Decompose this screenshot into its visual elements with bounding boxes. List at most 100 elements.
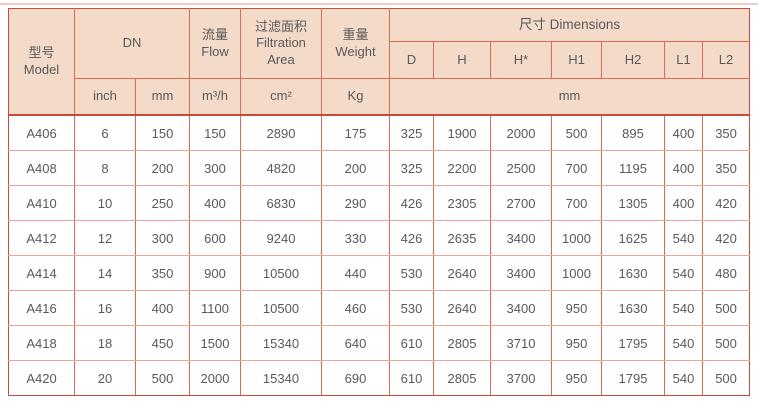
value-cell: 4820 <box>240 150 322 186</box>
value-cell: 2805 <box>433 325 491 361</box>
table-row: A420 20 500 2000 15340 690 610 2805 3700 950 1795 5… <box>8 360 751 396</box>
value-cell: 250 <box>135 185 190 221</box>
value-cell: 460 <box>321 290 390 326</box>
top-divider-line <box>0 3 758 5</box>
value-cell: 6 <box>74 114 136 151</box>
value-cell: 640 <box>321 325 390 361</box>
value-cell: 150 <box>135 114 190 151</box>
value-cell: 1630 <box>601 290 665 326</box>
value-cell: 500 <box>701 360 751 396</box>
value-cell: 900 <box>189 255 241 291</box>
value-cell: 400 <box>664 185 703 221</box>
value-cell: 950 <box>551 325 602 361</box>
value-cell: 610 <box>389 325 434 361</box>
value-cell: 400 <box>189 185 241 221</box>
value-cell: 400 <box>664 150 703 186</box>
value-cell: 530 <box>389 290 434 326</box>
header-weight-en: Weight <box>335 43 376 59</box>
value-cell: 200 <box>321 150 390 186</box>
value-cell: 450 <box>135 325 190 361</box>
value-cell: 440 <box>321 255 390 291</box>
header-dim-l1: L1 <box>664 41 703 79</box>
value-cell: 6830 <box>240 185 322 221</box>
value-cell: 3700 <box>490 360 552 396</box>
header-dim-hstar: H* <box>490 41 552 79</box>
value-cell: 2000 <box>189 360 241 396</box>
value-cell: 350 <box>135 255 190 291</box>
value-cell: 10500 <box>240 255 322 291</box>
value-cell: 690 <box>321 360 390 396</box>
value-cell: 700 <box>551 150 602 186</box>
value-cell: 500 <box>701 325 751 361</box>
value-cell: 1195 <box>601 150 665 186</box>
value-cell: 420 <box>701 220 751 256</box>
table-row: A418 18 450 1500 15340 640 610 2805 3710 950 1795 5… <box>8 325 751 361</box>
value-cell: 2635 <box>433 220 491 256</box>
value-cell: 1000 <box>551 220 602 256</box>
value-cell: 1625 <box>601 220 665 256</box>
value-cell: 20 <box>74 360 136 396</box>
value-cell: 1500 <box>189 325 241 361</box>
model-cell: A416 <box>8 290 75 326</box>
header-dim-h2: H2 <box>601 41 665 79</box>
value-cell: 540 <box>664 360 703 396</box>
value-cell: 600 <box>189 220 241 256</box>
header-dimensions: 尺寸 Dimensions <box>388 8 751 42</box>
unit-filtration: cm² <box>240 78 322 116</box>
value-cell: 2000 <box>490 114 552 151</box>
value-cell: 700 <box>551 185 602 221</box>
header-dim-d: D <box>389 41 434 79</box>
header-flow: 流量 Flow <box>189 8 241 79</box>
spec-table: 型号 Model DN 流量 Flow 过滤面积 Filtration Area… <box>8 8 751 396</box>
model-cell: A412 <box>8 220 75 256</box>
value-cell: 3400 <box>490 290 552 326</box>
value-cell: 530 <box>389 255 434 291</box>
value-cell: 2200 <box>433 150 491 186</box>
table-row: A414 14 350 900 10500 440 530 2640 3400 1000 1630 5… <box>8 255 751 291</box>
value-cell: 500 <box>135 360 190 396</box>
value-cell: 10500 <box>240 290 322 326</box>
unit-flow: m³/h <box>189 78 241 116</box>
value-cell: 1900 <box>433 114 491 151</box>
unit-inch: inch <box>74 78 136 116</box>
value-cell: 1305 <box>601 185 665 221</box>
value-cell: 540 <box>664 255 703 291</box>
value-cell: 2640 <box>433 290 491 326</box>
value-cell: 300 <box>189 150 241 186</box>
value-cell: 290 <box>321 185 390 221</box>
table-header: 型号 Model DN 流量 Flow 过滤面积 Filtration Area… <box>8 8 751 116</box>
header-filtration-zh: 过滤面积 <box>254 19 307 35</box>
value-cell: 200 <box>135 150 190 186</box>
model-cell: A406 <box>8 114 75 151</box>
model-cell: A420 <box>8 360 75 396</box>
value-cell: 325 <box>389 150 434 186</box>
value-cell: 895 <box>601 114 665 151</box>
table-row: A410 10 250 400 6830 290 426 2305 2700 700 1305 400… <box>8 185 751 221</box>
table-row: A408 8 200 300 4820 200 325 2200 2500 700 1195 400 3… <box>8 150 751 186</box>
value-cell: 1795 <box>601 325 665 361</box>
value-cell: 10 <box>74 185 136 221</box>
value-cell: 150 <box>189 114 241 151</box>
value-cell: 2805 <box>433 360 491 396</box>
model-cell: A418 <box>8 325 75 361</box>
value-cell: 1795 <box>601 360 665 396</box>
value-cell: 12 <box>74 220 136 256</box>
value-cell: 350 <box>701 150 751 186</box>
table-row: A416 16 400 1100 10500 460 530 2640 3400 950 1630 5… <box>8 290 751 326</box>
model-cell: A410 <box>8 185 75 221</box>
value-cell: 540 <box>664 290 703 326</box>
value-cell: 14 <box>74 255 136 291</box>
value-cell: 3400 <box>490 220 552 256</box>
value-cell: 330 <box>321 220 390 256</box>
header-dim-h: H <box>433 41 491 79</box>
value-cell: 15340 <box>240 360 322 396</box>
value-cell: 300 <box>135 220 190 256</box>
header-dim-l2: L2 <box>701 41 751 79</box>
value-cell: 610 <box>389 360 434 396</box>
header-flow-zh: 流量 <box>201 27 228 43</box>
value-cell: 500 <box>551 114 602 151</box>
value-cell: 3400 <box>490 255 552 291</box>
value-cell: 1100 <box>189 290 241 326</box>
value-cell: 950 <box>551 360 602 396</box>
value-cell: 325 <box>389 114 434 151</box>
